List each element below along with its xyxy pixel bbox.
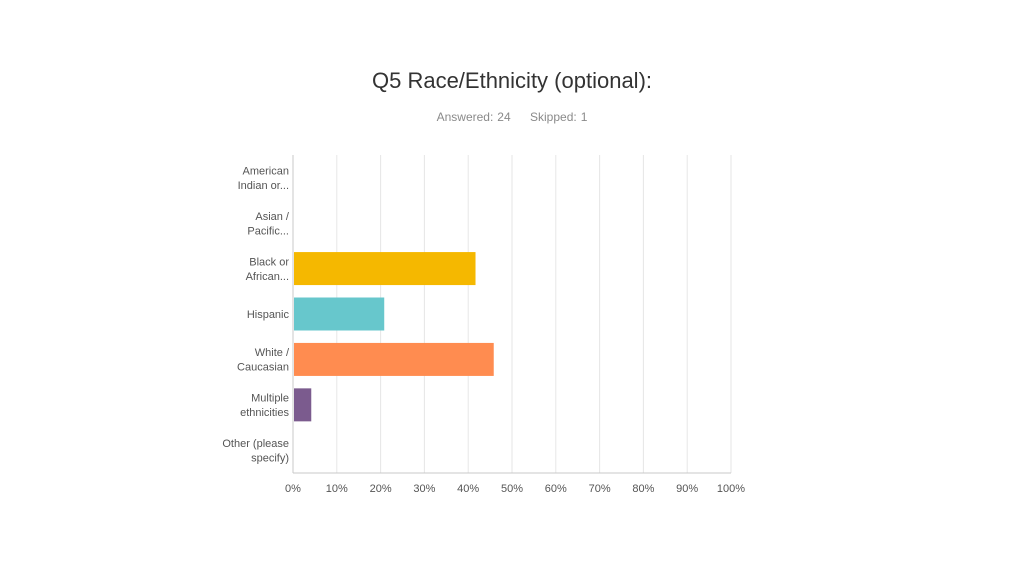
answered-count: Answered: 24	[437, 110, 511, 124]
category-label-line: White /	[255, 347, 290, 359]
category-label-line: Other (please	[222, 438, 289, 450]
x-tick-label: 10%	[326, 483, 348, 495]
category-label-line: specify)	[251, 453, 289, 465]
x-tick-label: 80%	[632, 483, 654, 495]
category-label: White / Caucasian	[237, 347, 290, 374]
skipped-label: Skipped:	[530, 110, 577, 124]
category-label-line: Black or	[249, 256, 289, 268]
category-label: Multiple ethnicities	[240, 393, 289, 420]
bar	[294, 252, 476, 286]
bar	[294, 342, 494, 376]
chart-title: Q5 Race/Ethnicity (optional):	[371, 68, 653, 93]
skipped-value: 1	[580, 110, 588, 124]
answered-label: Answered:	[436, 110, 494, 124]
x-tick-label: 100%	[717, 483, 745, 495]
answered-value: 24	[497, 110, 511, 124]
category-label-line: African...	[246, 271, 289, 283]
category-label: Hispanic	[247, 309, 290, 321]
category-label: Other (please specify)	[222, 438, 289, 465]
x-tick-label: 70%	[589, 483, 611, 495]
x-tick-label: 0%	[285, 483, 301, 495]
category-label-line: Hispanic	[247, 309, 290, 321]
category-label-line: Pacific...	[247, 225, 289, 237]
response-summary: Answered: 24 Skipped: 1	[0, 110, 1024, 124]
category-label: American Indian or...	[238, 165, 289, 192]
category-label-line: Asian /	[255, 211, 290, 223]
category-label-line: Caucasian	[237, 362, 289, 374]
category-label: Black or African...	[246, 256, 290, 283]
category-label-line: Indian or...	[238, 180, 289, 192]
x-tick-label: 50%	[501, 483, 523, 495]
category-label-line: American	[243, 165, 289, 177]
x-tick-label: 60%	[545, 483, 567, 495]
bar	[294, 297, 385, 331]
skipped-count: Skipped: 1	[530, 110, 587, 124]
category-label-line: ethnicities	[240, 407, 289, 419]
bar	[294, 388, 312, 422]
x-tick-label: 20%	[370, 483, 392, 495]
x-tick-label: 30%	[413, 483, 435, 495]
category-label: Asian / Pacific...	[247, 211, 290, 238]
category-label-line: Multiple	[251, 393, 289, 405]
x-tick-label: 40%	[457, 483, 479, 495]
x-tick-label: 90%	[676, 483, 698, 495]
